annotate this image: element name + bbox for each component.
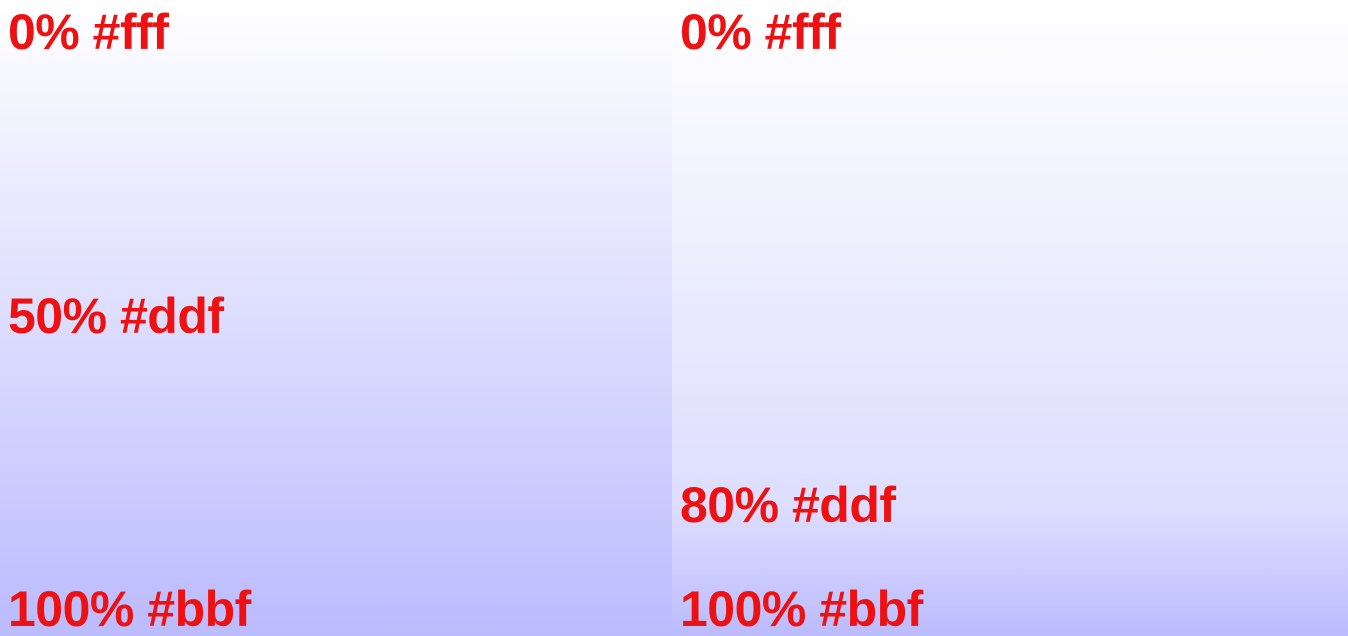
stop-label-middle: 50% #ddf (8, 288, 224, 344)
stop-label-start: 0% #fff (8, 4, 169, 60)
gradient-panel-left: 0% #fff 50% #ddf 100% #bbf (0, 0, 672, 636)
gradient-panel-right: 0% #fff 80% #ddf 100% #bbf (672, 0, 1348, 636)
stop-label-middle: 80% #ddf (680, 477, 896, 533)
stop-label-start: 0% #fff (680, 4, 841, 60)
stop-label-end: 100% #bbf (8, 581, 251, 636)
stop-label-end: 100% #bbf (680, 581, 923, 636)
